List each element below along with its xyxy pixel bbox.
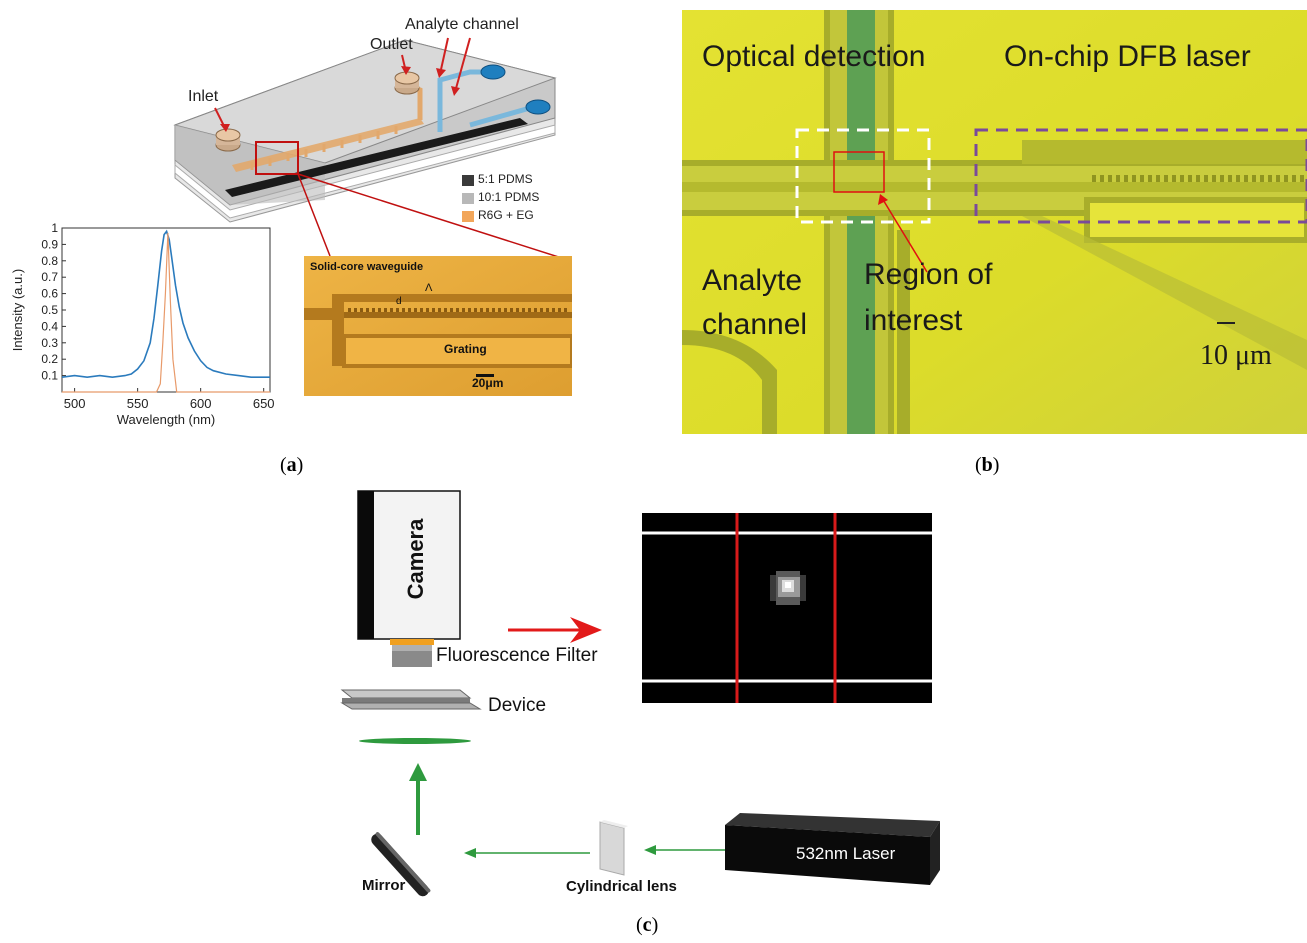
y-tick-label: 0.4 — [41, 319, 58, 333]
cylindrical-lens-label: Cylindrical lens — [566, 878, 677, 895]
micrograph-waveguide-label: Solid-core waveguide — [310, 261, 424, 273]
x-axis-label: Wavelength (nm) — [117, 412, 216, 427]
caption-c: (c) — [636, 914, 658, 937]
y-tick-label: 0.6 — [41, 287, 58, 301]
caption-a: (a) — [280, 454, 303, 477]
caption-b-text: (b) — [975, 454, 1000, 476]
y-tick-label: 0.1 — [41, 369, 58, 383]
y-axis-label: Intensity (a.u.) — [10, 269, 25, 351]
y-tick-label: 0.8 — [41, 254, 58, 268]
y-tick-label: 0.2 — [41, 352, 58, 366]
optical-detection-label: Optical detection — [702, 40, 926, 73]
legend-10-1-pdms: 10:1 PDMS — [478, 190, 540, 204]
roi-label-2: interest — [864, 304, 963, 337]
micrograph-scale-label: 20μm — [472, 376, 504, 390]
legend-r6g-eg: R6G + EG — [478, 208, 534, 222]
laser-label: 532nm Laser — [796, 844, 896, 863]
analyte-channel-label-b1: Analyte — [702, 264, 803, 297]
y-tick-label: 0.9 — [41, 237, 58, 251]
grating-micrograph — [304, 256, 572, 396]
caption-b: (b) — [975, 454, 999, 477]
series-line-0 — [61, 229, 270, 379]
analyte-channel-label-b2: channel — [702, 308, 808, 341]
panel-a-device-drawing — [173, 37, 569, 261]
micrograph-grating-label: Grating — [444, 342, 487, 356]
y-tick-label: 0.5 — [41, 303, 58, 317]
scale-bar-label-b: 10 μm — [1200, 340, 1272, 371]
mirror-label: Mirror — [362, 877, 406, 894]
x-tick-label: 550 — [127, 396, 149, 411]
spectrum-chart: 0.1 0.2 0.3 0.4 0.5 0.6 0.7 0.8 0.9 1 500 550 600 650… — [10, 221, 275, 427]
x-tick-label: 500 — [64, 396, 86, 411]
chart-frame — [61, 227, 271, 393]
device-label: Device — [488, 695, 547, 716]
caption-a-text: (a) — [280, 454, 304, 476]
y-tick-label: 0.7 — [41, 270, 58, 284]
caption-c-text: (c) — [636, 914, 659, 936]
micrograph-lambda-label: Λ — [425, 282, 433, 294]
camera-label: Camera — [403, 518, 428, 600]
dfb-laser-label: On-chip DFB laser — [1004, 40, 1251, 73]
y-tick-label: 1 — [51, 221, 58, 235]
analyte-channel-label: Analyte channel — [405, 16, 519, 33]
micrograph-d-label: d — [396, 296, 402, 307]
y-tick-label: 0.3 — [41, 336, 58, 350]
fluorescence-filter-label: Fluorescence Filter — [436, 645, 598, 666]
panel-c-setup — [340, 490, 940, 897]
series-line-1 — [62, 232, 270, 393]
panel-b-micrograph — [682, 10, 1307, 434]
x-tick-label: 600 — [190, 396, 212, 411]
roi-label-1: Region of — [864, 258, 993, 291]
legend-5-1-pdms: 5:1 PDMS — [478, 172, 533, 186]
inlet-label: Inlet — [188, 88, 219, 105]
outlet-label: Outlet — [370, 36, 413, 53]
x-tick-label: 650 — [253, 396, 275, 411]
